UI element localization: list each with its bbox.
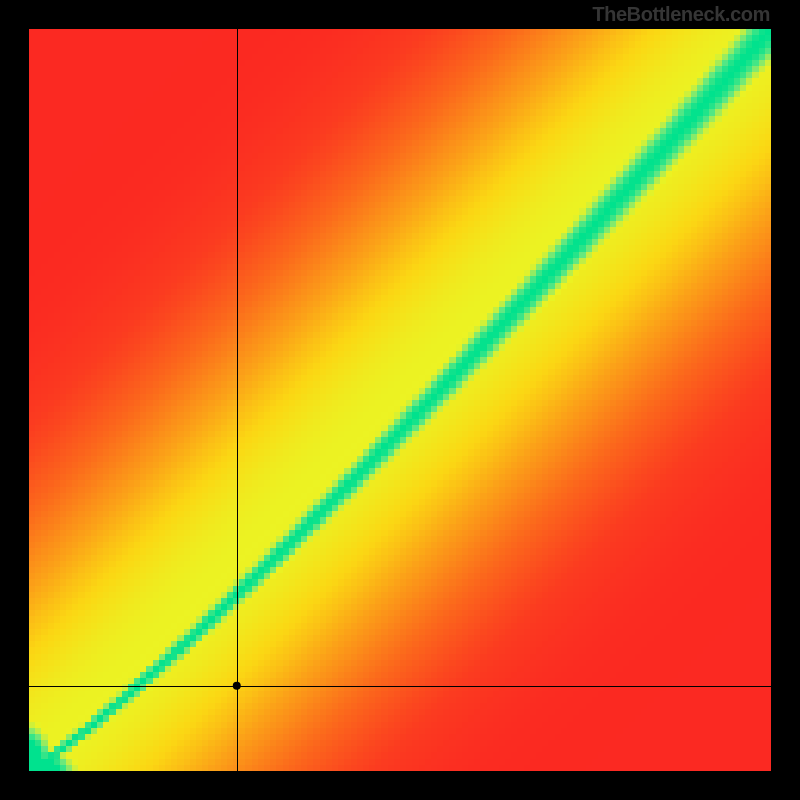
chart-container: { "watermark": { "text": "TheBottleneck.… [0,0,800,800]
bottleneck-heatmap [29,29,771,771]
watermark-text: TheBottleneck.com [592,4,770,27]
